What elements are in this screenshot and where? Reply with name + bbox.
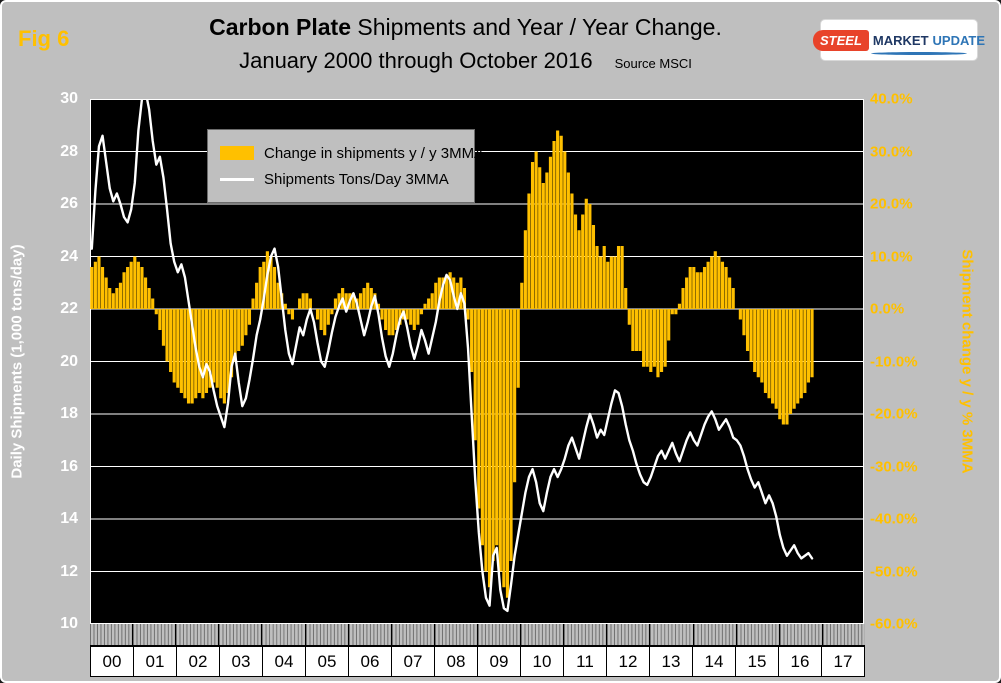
left-axis-title: Daily Shipments (1,000 tons/day) bbox=[4, 99, 30, 624]
steel-market-update-logo: STEEL MARKET UPDATE bbox=[813, 20, 985, 60]
right-axis-tick-label: -20.0% bbox=[870, 405, 918, 423]
line-series-swatch bbox=[220, 177, 254, 181]
x-axis-year-label: 06 bbox=[348, 647, 391, 676]
x-axis-year-label: 13 bbox=[649, 647, 692, 676]
chart-title-rest: Shipments and Year / Year Change. bbox=[351, 14, 722, 40]
legend-row-line: Shipments Tons/Day 3MMA bbox=[220, 166, 462, 192]
logo-swoosh-line bbox=[871, 52, 967, 55]
month-ticks-cell bbox=[821, 624, 865, 645]
right-axis-tick-label: -40.0% bbox=[870, 510, 918, 528]
month-ticks-cell bbox=[649, 624, 693, 645]
month-ticks-cell bbox=[218, 624, 262, 645]
x-axis-year-label: 17 bbox=[821, 647, 864, 676]
line-series-label: Shipments Tons/Day 3MMA bbox=[264, 170, 449, 188]
x-axis-year-label: 00 bbox=[102, 651, 122, 671]
figure-number: Fig 6 bbox=[18, 26, 70, 51]
month-ticks-cell bbox=[175, 624, 219, 645]
month-ticks-cell bbox=[390, 624, 434, 645]
x-axis-year-label: 07 bbox=[391, 647, 434, 676]
month-ticks-cell bbox=[347, 624, 391, 645]
right-axis-tick-label: -60.0% bbox=[870, 615, 918, 633]
month-ticks-cell bbox=[606, 624, 650, 645]
chart-title-bold: Carbon Plate bbox=[209, 14, 352, 40]
month-ticks-cell bbox=[735, 624, 779, 645]
x-axis-year-label: 02 bbox=[176, 647, 219, 676]
month-ticks-cell bbox=[563, 624, 607, 645]
chart-subtitle: January 2000 through October 2016 Source … bbox=[122, 48, 809, 74]
logo-market-text: MARKET bbox=[872, 32, 929, 48]
right-axis-tick-label: -10.0% bbox=[870, 353, 918, 370]
legend-box: Change in shipments y / y 3MMA Shipments… bbox=[207, 129, 484, 203]
month-ticks-cell bbox=[692, 624, 736, 645]
left-axis-tick-label: 18 bbox=[60, 405, 78, 422]
month-tick-strip bbox=[90, 624, 865, 646]
x-axis-year-label: 09 bbox=[477, 647, 520, 676]
left-axis-tick-label: 12 bbox=[60, 562, 78, 580]
month-ticks-cell bbox=[132, 624, 176, 645]
left-axis-ticks: 30 28 26 24 22 20 18 16 14 12 10 bbox=[38, 90, 84, 632]
right-axis-tick-label: 30.0% bbox=[870, 143, 913, 160]
x-axis-year-label: 01 bbox=[133, 647, 176, 676]
logo-steel-badge: STEEL bbox=[813, 29, 869, 51]
chart-title: Carbon Plate Shipments and Year / Year C… bbox=[122, 14, 809, 41]
x-axis-year-label: 15 bbox=[735, 647, 778, 676]
bar-series-label: Change in shipments y / y 3MMA bbox=[264, 144, 485, 162]
x-axis-year-label: 10 bbox=[520, 647, 563, 676]
legend-row-bars: Change in shipments y / y 3MMA bbox=[220, 140, 484, 166]
left-axis-tick-label: 28 bbox=[60, 142, 78, 160]
right-axis-tick-label: 0.0% bbox=[870, 300, 905, 318]
right-axis-tick-label: -30.0% bbox=[870, 458, 918, 475]
x-axis-year-label: 05 bbox=[305, 647, 348, 676]
bar-series-swatch bbox=[220, 146, 254, 160]
plot-svg bbox=[90, 99, 864, 624]
month-ticks-cell bbox=[433, 624, 477, 645]
x-axis-year-label: 12 bbox=[606, 647, 649, 676]
x-axis-year-label: 08 bbox=[434, 647, 477, 676]
x-axis-year-label: 14 bbox=[692, 647, 735, 676]
left-axis-tick-label: 22 bbox=[60, 300, 78, 317]
x-axis-year-label: 11 bbox=[563, 647, 606, 676]
chart-subtitle-text: January 2000 through October 2016 bbox=[239, 48, 593, 73]
x-axis-year-label: 03 bbox=[219, 647, 262, 676]
left-axis-tick-label: 30 bbox=[60, 90, 78, 107]
left-axis-tick-label: 14 bbox=[60, 510, 78, 527]
month-ticks-cell bbox=[304, 624, 348, 645]
right-axis-title-text: Shipment change y / y % 3MMA bbox=[958, 249, 976, 474]
right-axis-tick-label: -50.0% bbox=[870, 563, 918, 580]
left-axis-tick-label: 10 bbox=[60, 615, 78, 632]
month-ticks-cell bbox=[261, 624, 305, 645]
logo-update-text: UPDATE bbox=[932, 32, 985, 48]
left-axis-tick-label: 26 bbox=[60, 195, 78, 212]
left-axis-title-text: Daily Shipments (1,000 tons/day) bbox=[8, 244, 26, 479]
title-block: Carbon Plate Shipments and Year / Year C… bbox=[122, 14, 809, 74]
left-axis-tick-label: 24 bbox=[60, 247, 78, 265]
x-axis-year-label: 16 bbox=[778, 647, 821, 676]
year-axis-row: 00 01 02 03 04 05 06 07 08 09 10 11 12 13 14 15 16 17 bbox=[90, 646, 865, 677]
month-ticks-cell bbox=[476, 624, 521, 645]
month-ticks-cell bbox=[778, 624, 822, 645]
right-axis-ticks: 40.0% 30.0% 20.0% 10.0% 0.0% -10.0% -20.0% -30.… bbox=[870, 91, 942, 633]
right-axis-tick-label: 40.0% bbox=[870, 90, 913, 108]
left-axis-tick-label: 16 bbox=[60, 457, 78, 475]
x-axis-year-label: 04 bbox=[262, 647, 305, 676]
right-axis-title: Shipment change y / y % 3MMA bbox=[954, 99, 980, 624]
source-label: Source MSCI bbox=[614, 56, 692, 71]
month-ticks-cell bbox=[520, 624, 564, 645]
month-ticks-cell bbox=[90, 624, 133, 645]
left-axis-tick-label: 20 bbox=[60, 352, 78, 370]
right-axis-tick-label: 20.0% bbox=[870, 195, 913, 213]
right-axis-tick-label: 10.0% bbox=[870, 248, 913, 265]
